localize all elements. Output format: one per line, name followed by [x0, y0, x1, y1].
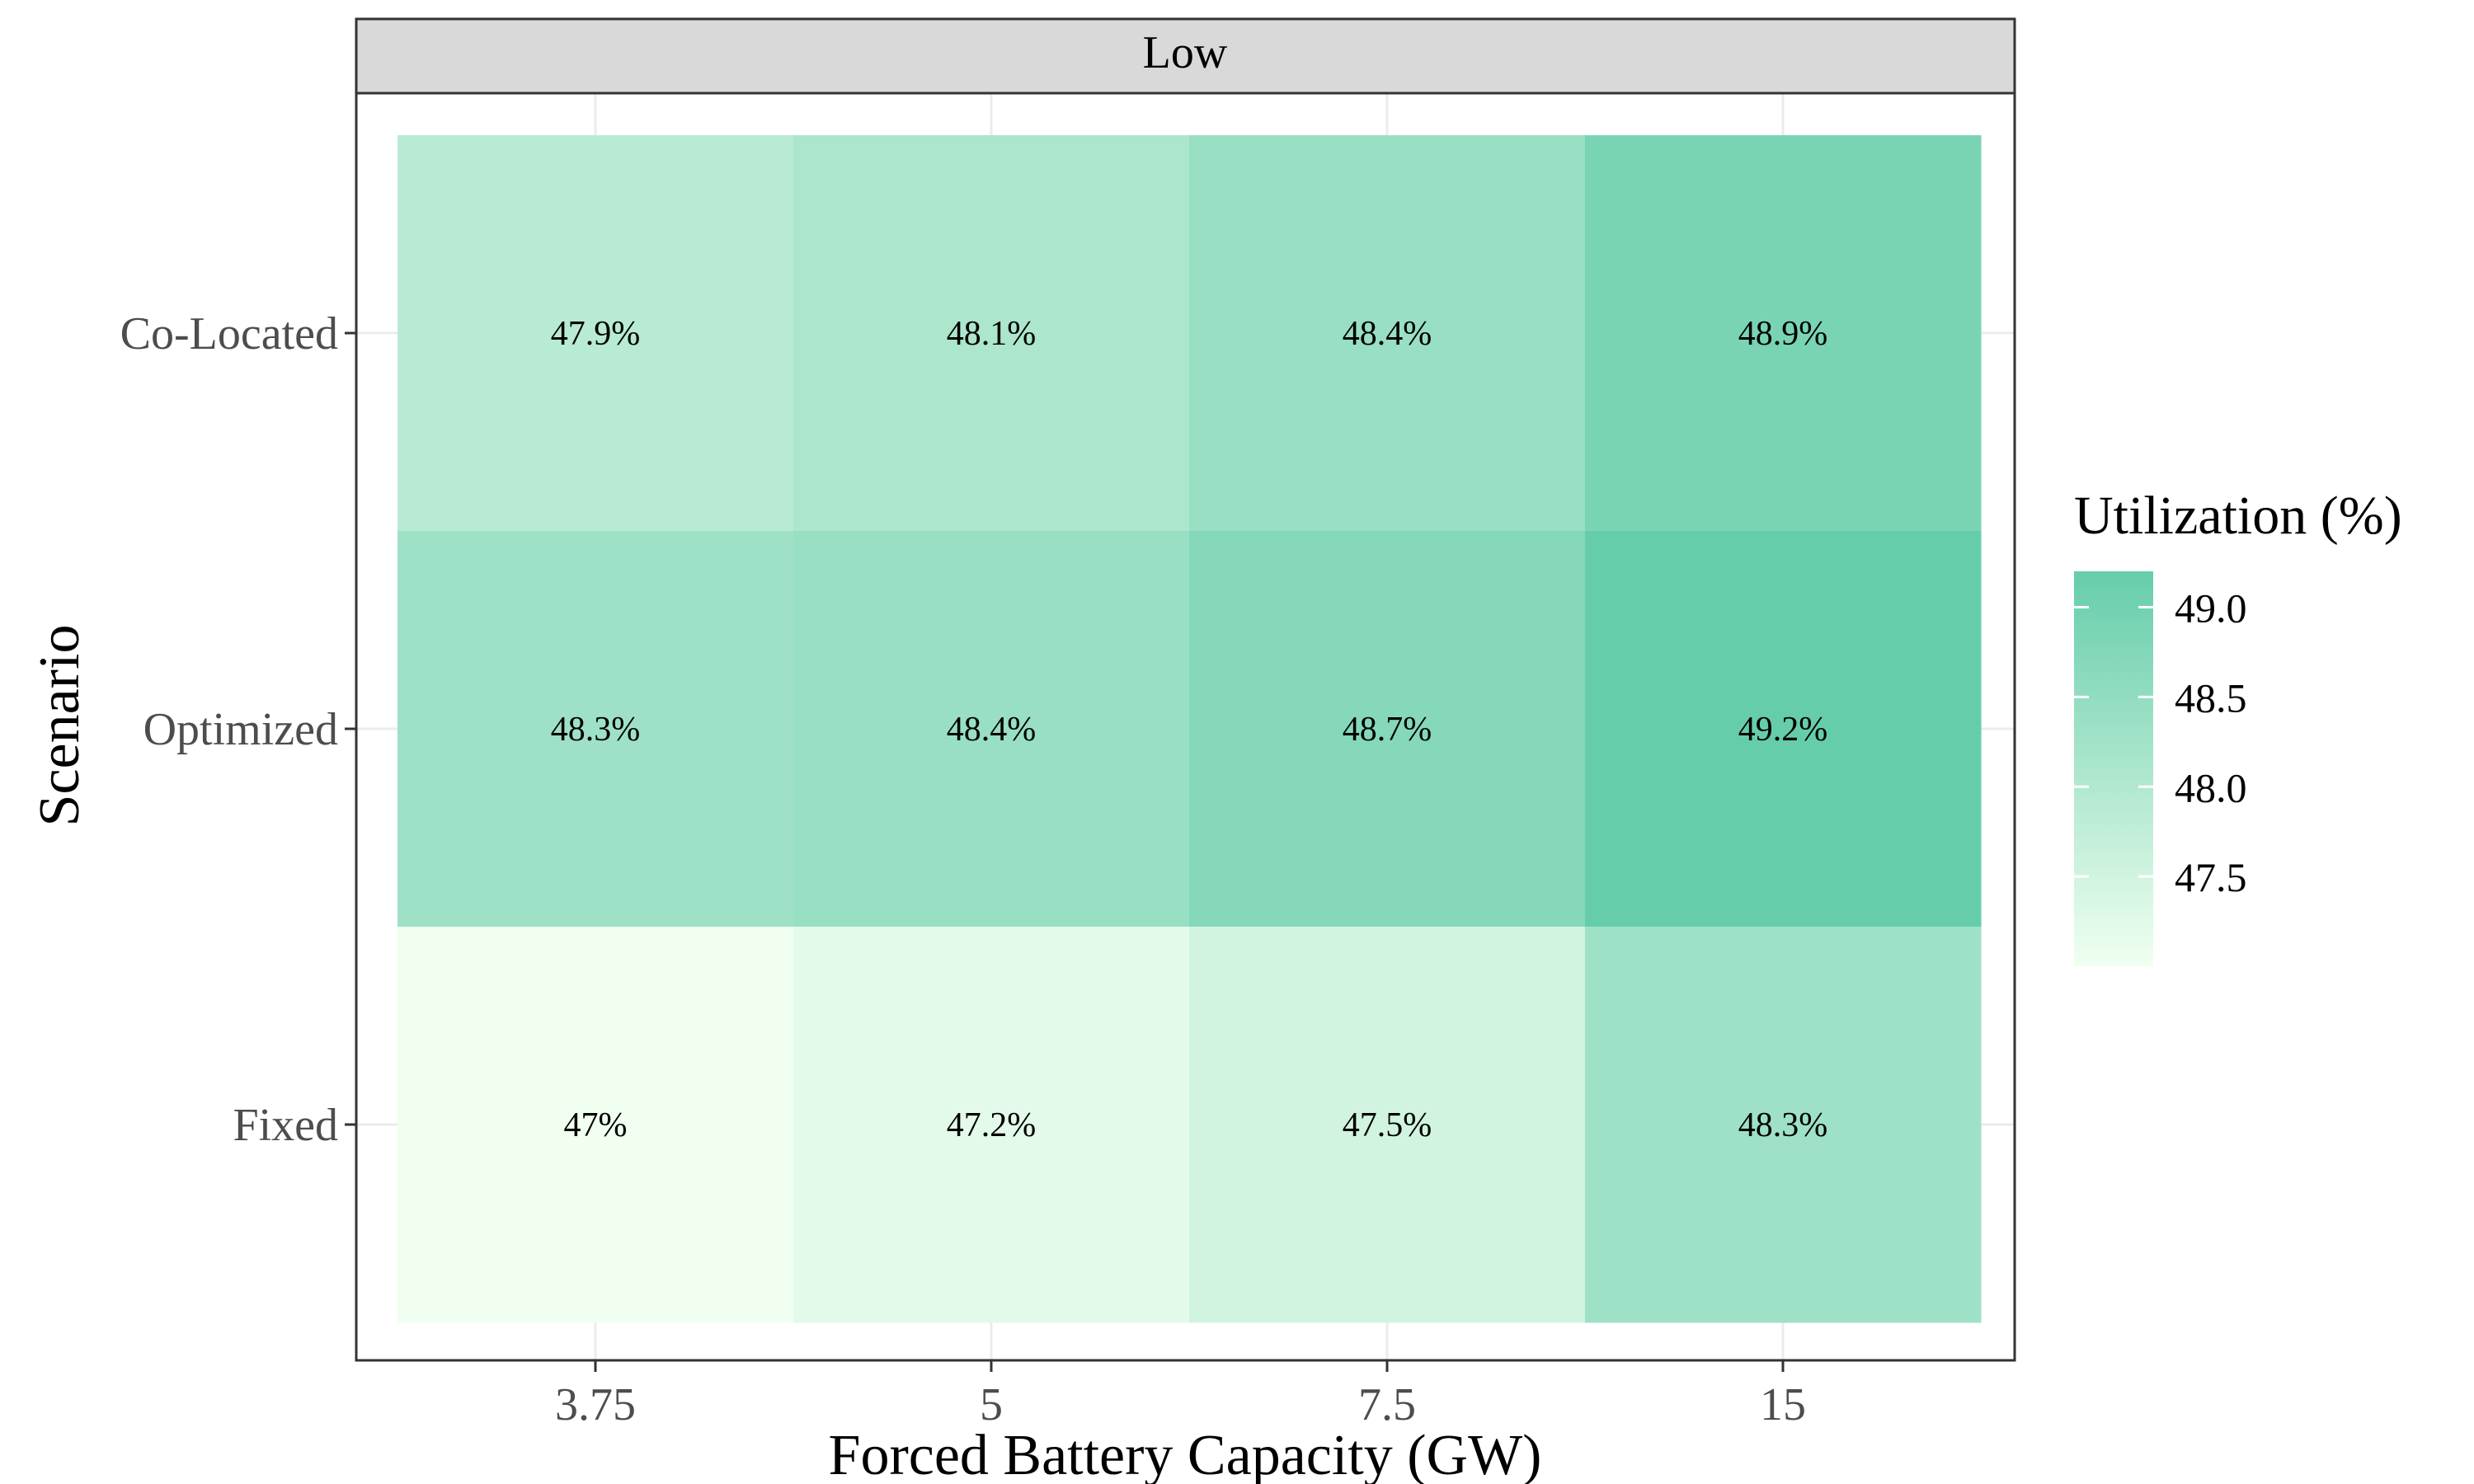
cell-value-label: 47% [564, 1106, 628, 1144]
heatmap-cell [793, 927, 1190, 1323]
legend-colorbar [2074, 571, 2153, 966]
y-tick-label: Fixed [233, 1100, 338, 1151]
x-tick-label: 7.5 [1358, 1379, 1416, 1430]
heatmap-cell [793, 135, 1190, 532]
cell-value-label: 47.2% [947, 1106, 1037, 1144]
cell-value-label: 48.3% [1738, 1106, 1828, 1144]
legend: Utilization (%) 49.0 48.5 48.0 47.5 [2074, 486, 2402, 966]
x-tick-label: 15 [1760, 1379, 1806, 1430]
facet-strip-label: Low [1143, 27, 1228, 78]
legend-tick-label: 48.0 [2175, 764, 2247, 810]
y-axis-title: Scenario [28, 625, 92, 827]
heatmap-cell [397, 135, 794, 532]
cell-value-label: 48.7% [1343, 711, 1432, 749]
legend-ticks: 49.0 48.5 48.0 47.5 [2074, 585, 2247, 900]
legend-title: Utilization (%) [2074, 486, 2402, 546]
legend-tick-label: 49.0 [2175, 585, 2247, 632]
cell-value-label: 48.4% [947, 711, 1037, 749]
heatmap-cell [1189, 927, 1586, 1323]
heatmap-cell [397, 927, 794, 1323]
heatmap-cell-labels: 47.9% 48.1% 48.4% 48.9% 48.3% 48.4% 48.7% 49.2%… [551, 315, 1828, 1144]
heatmap-cell [1585, 531, 1982, 928]
facet-strip [355, 17, 2016, 95]
cell-value-label: 47.5% [1343, 1106, 1432, 1144]
heatmap-cell [1585, 135, 1982, 532]
cell-value-label: 48.9% [1738, 315, 1828, 353]
cell-value-label: 48.1% [947, 315, 1037, 353]
legend-tick-label: 47.5 [2175, 854, 2247, 900]
y-tick-label: Co-Located [120, 308, 338, 359]
x-axis-title: Forced Battery Capacity (GW) [829, 1424, 1542, 1484]
cell-value-label: 48.4% [1343, 315, 1432, 353]
y-axis: Co-Located Optimized Fixed [120, 308, 356, 1151]
heatmap-cell [1189, 531, 1586, 928]
heatmap-cell [397, 531, 794, 928]
cell-value-label: 49.2% [1738, 711, 1828, 749]
heatmap-cells [397, 135, 1982, 1323]
x-axis: 3.75 5 7.5 15 [555, 1360, 1806, 1430]
plot-panel-border [355, 92, 2016, 1362]
x-tick-label: 3.75 [555, 1379, 636, 1430]
y-tick-label: Optimized [143, 704, 338, 755]
heatmap-cell [1585, 927, 1982, 1323]
x-tick-label: 5 [980, 1379, 1003, 1430]
cell-value-label: 47.9% [551, 315, 641, 353]
cell-value-label: 48.3% [551, 711, 641, 749]
heatmap-cell [1189, 135, 1586, 532]
heatmap-cell [793, 531, 1190, 928]
legend-tick-label: 48.5 [2175, 674, 2247, 721]
